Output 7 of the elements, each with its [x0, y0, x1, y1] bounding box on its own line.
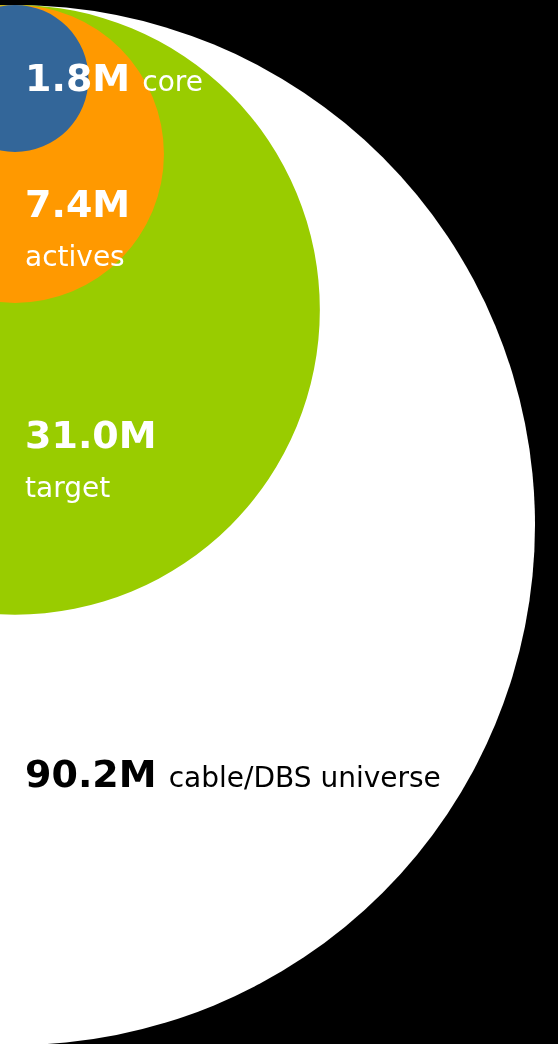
- category-label: target: [25, 471, 111, 505]
- data-label: 31.0M: [25, 413, 157, 457]
- data-label: 7.4M: [25, 182, 131, 226]
- data-label: 90.2M: [25, 752, 157, 796]
- category-label: actives: [25, 240, 125, 274]
- category-label: core: [142, 65, 203, 98]
- category-label: cable/DBS universe: [168, 761, 441, 794]
